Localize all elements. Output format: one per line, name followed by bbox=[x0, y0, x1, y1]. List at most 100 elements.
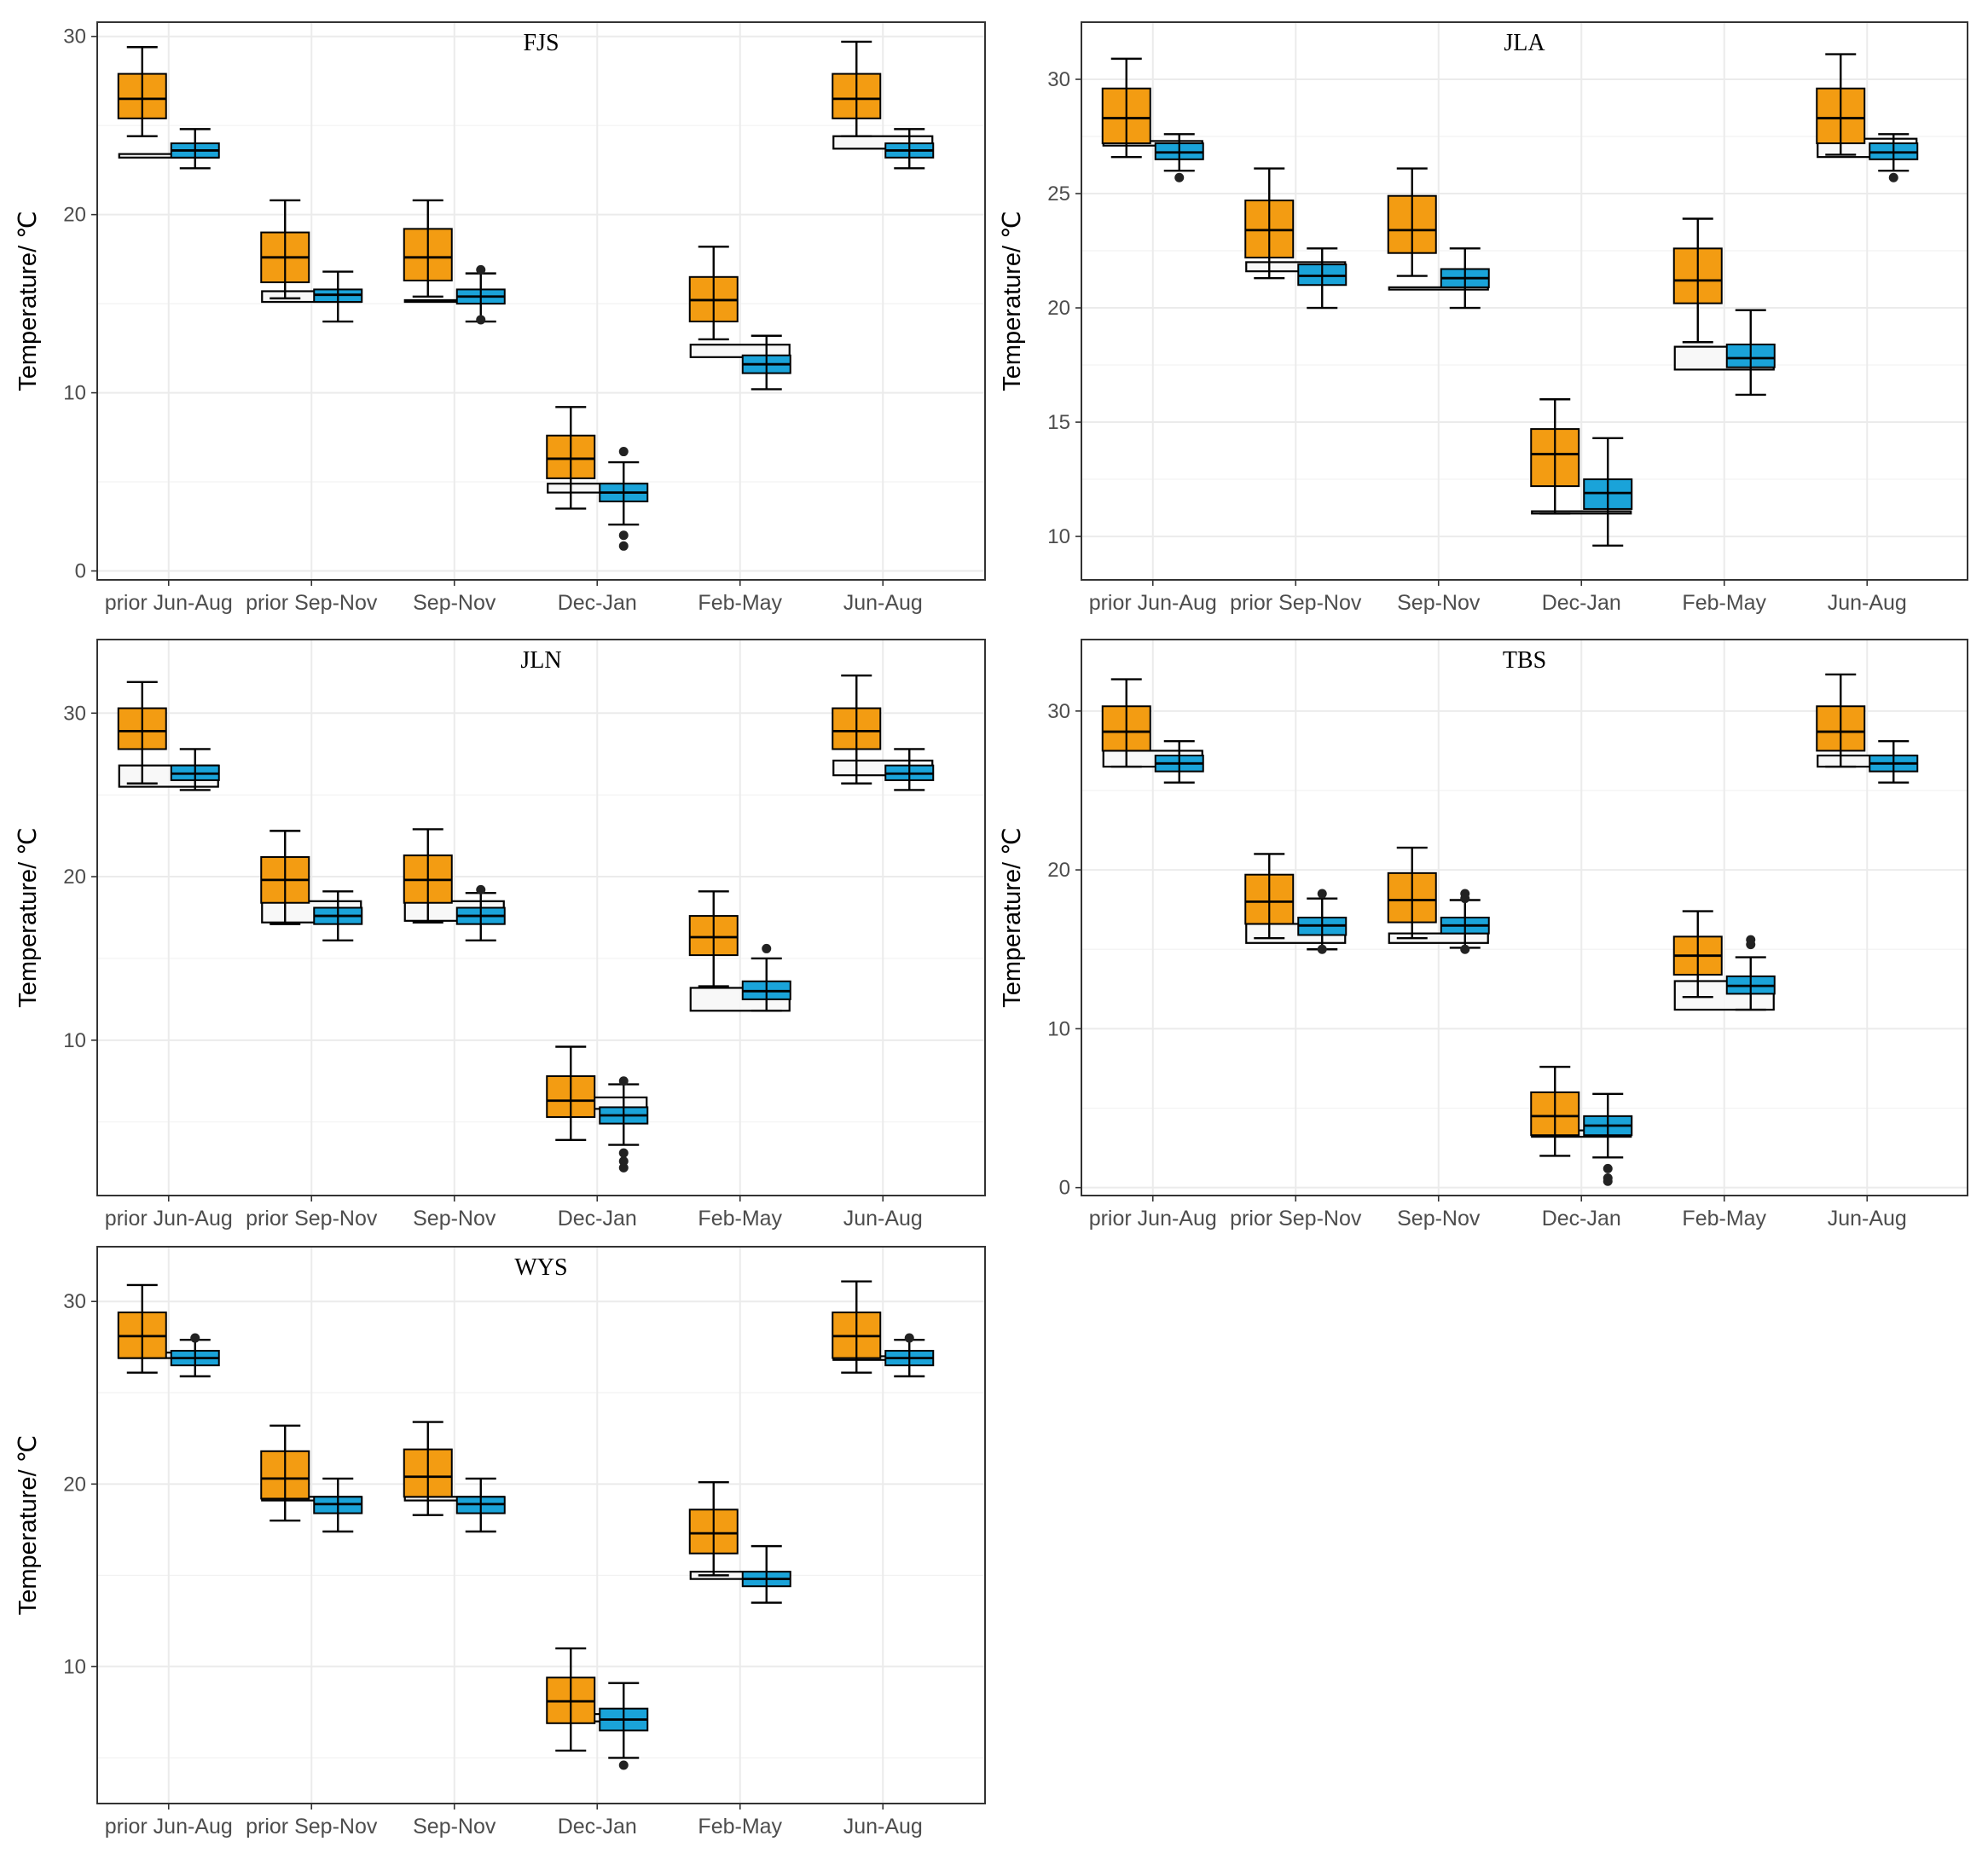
orange-box bbox=[1672, 217, 1723, 344]
orange-box bbox=[546, 1647, 596, 1752]
orange-box bbox=[403, 1421, 453, 1516]
x-tick-label: Feb-May bbox=[1682, 591, 1766, 615]
orange-box bbox=[117, 1283, 167, 1374]
blue-box bbox=[741, 943, 791, 1012]
outlier-point bbox=[618, 1156, 629, 1167]
orange-box bbox=[1244, 853, 1295, 940]
orange-box bbox=[1387, 846, 1437, 940]
ghost-box bbox=[1388, 932, 1489, 944]
x-tick-label: Feb-May bbox=[698, 1815, 782, 1839]
y-tick-label: 0 bbox=[1059, 1177, 1070, 1200]
blue-box bbox=[170, 1333, 220, 1378]
orange-box bbox=[117, 46, 167, 137]
x-tick-label: Sep-Nov bbox=[413, 591, 496, 615]
blue-box bbox=[884, 748, 935, 791]
blue-box bbox=[313, 270, 363, 323]
orange-box bbox=[688, 890, 739, 987]
panel-border bbox=[96, 1246, 986, 1804]
outlier-point bbox=[1317, 944, 1327, 954]
y-tick-label: 20 bbox=[1047, 859, 1070, 882]
y-tick-label: 0 bbox=[75, 560, 86, 583]
outlier-point bbox=[1460, 894, 1470, 904]
ghost-box bbox=[1531, 510, 1632, 515]
outlier-point bbox=[476, 315, 486, 325]
outlier-point bbox=[1174, 172, 1185, 182]
y-tick-label: 20 bbox=[63, 1473, 86, 1496]
orange-box bbox=[1244, 167, 1295, 280]
orange-box bbox=[403, 199, 453, 298]
x-tick-label: prior Sep-Nov bbox=[1230, 591, 1362, 615]
x-tick-label: prior Jun-Aug bbox=[105, 1815, 233, 1839]
y-axis-title: Temperature/ ℃ bbox=[14, 211, 42, 391]
ghost-box bbox=[1388, 286, 1489, 291]
y-axis-title: Temperature/ ℃ bbox=[999, 827, 1026, 1007]
chart-panel-jln: 10 20 30 prior Jun-Aug prior Sep-Nov Sep-Nov D… bbox=[14, 639, 986, 1231]
x-tick-label: Jun-Aug bbox=[1828, 1207, 1907, 1231]
ghost-box bbox=[689, 344, 791, 358]
y-tick-label: 10 bbox=[1047, 1017, 1070, 1040]
x-tick-label: Feb-May bbox=[698, 591, 782, 615]
blue-box bbox=[599, 1682, 649, 1770]
blue-box bbox=[170, 128, 220, 170]
y-tick-label: 20 bbox=[63, 204, 86, 227]
outlier-point bbox=[1746, 940, 1756, 950]
panel-title: WYS bbox=[514, 1254, 567, 1281]
outlier-point bbox=[476, 264, 486, 275]
orange-box bbox=[546, 406, 596, 510]
blue-box bbox=[1583, 1092, 1633, 1186]
blue-box bbox=[1725, 309, 1776, 397]
y-tick-label: 30 bbox=[63, 702, 86, 725]
x-tick-label: prior Sep-Nov bbox=[246, 1207, 378, 1231]
x-tick-label: Jun-Aug bbox=[843, 1207, 923, 1231]
outlier-point bbox=[618, 1162, 629, 1173]
blue-box bbox=[884, 128, 935, 170]
orange-box bbox=[260, 1424, 310, 1522]
blue-box bbox=[1869, 133, 1919, 182]
blue-box bbox=[1154, 740, 1204, 784]
x-tick-label: Feb-May bbox=[1682, 1207, 1766, 1231]
outlier-point bbox=[904, 1333, 914, 1343]
blue-box bbox=[170, 748, 220, 791]
panel-border bbox=[1081, 21, 1968, 581]
blue-box bbox=[741, 334, 791, 391]
orange-box bbox=[403, 828, 453, 924]
orange-box bbox=[260, 830, 310, 925]
blue-box bbox=[313, 890, 363, 942]
x-tick-label: Dec-Jan bbox=[558, 1815, 637, 1839]
outlier-point bbox=[1888, 172, 1898, 182]
panel-title: JLA bbox=[1504, 30, 1545, 56]
y-tick-label: 30 bbox=[1047, 68, 1070, 91]
y-tick-label: 10 bbox=[1047, 525, 1070, 548]
x-tick-label: prior Jun-Aug bbox=[1089, 1207, 1217, 1231]
orange-box bbox=[832, 1280, 882, 1374]
blue-box bbox=[1154, 133, 1204, 182]
chart-panel-fjs: 0 10 20 30 prior Jun-Aug prior Sep-Nov Sep-Nov… bbox=[14, 21, 986, 615]
outlier-point bbox=[618, 541, 629, 551]
outlier-point bbox=[762, 943, 772, 953]
blue-box bbox=[1869, 740, 1919, 784]
chart-panel-tbs: 0 10 20 30 prior Jun-Aug prior Sep-Nov Sep-Nov… bbox=[999, 639, 1968, 1231]
y-tick-label: 25 bbox=[1047, 182, 1070, 206]
blue-box bbox=[599, 447, 649, 551]
orange-box bbox=[688, 246, 739, 341]
x-tick-label: Feb-May bbox=[698, 1207, 782, 1231]
outlier-point bbox=[1603, 1176, 1613, 1186]
x-tick-label: Jun-Aug bbox=[1828, 591, 1907, 615]
outlier-point bbox=[476, 884, 486, 895]
x-tick-label: Jun-Aug bbox=[843, 591, 923, 615]
outlier-point bbox=[1317, 889, 1327, 899]
x-tick-label: Sep-Nov bbox=[413, 1207, 496, 1231]
y-tick-label: 20 bbox=[1047, 297, 1070, 320]
blue-box bbox=[455, 264, 506, 325]
x-tick-label: Dec-Jan bbox=[558, 591, 637, 615]
orange-box bbox=[832, 40, 882, 137]
blue-box bbox=[1583, 437, 1633, 547]
blue-box bbox=[599, 1076, 649, 1173]
outlier-point bbox=[618, 1760, 629, 1770]
y-axis-title: Temperature/ ℃ bbox=[999, 211, 1026, 391]
x-tick-label: prior Jun-Aug bbox=[1089, 591, 1217, 615]
orange-box bbox=[832, 674, 882, 785]
outlier-point bbox=[190, 1333, 200, 1343]
orange-box bbox=[546, 1045, 596, 1142]
orange-box bbox=[1816, 673, 1866, 768]
